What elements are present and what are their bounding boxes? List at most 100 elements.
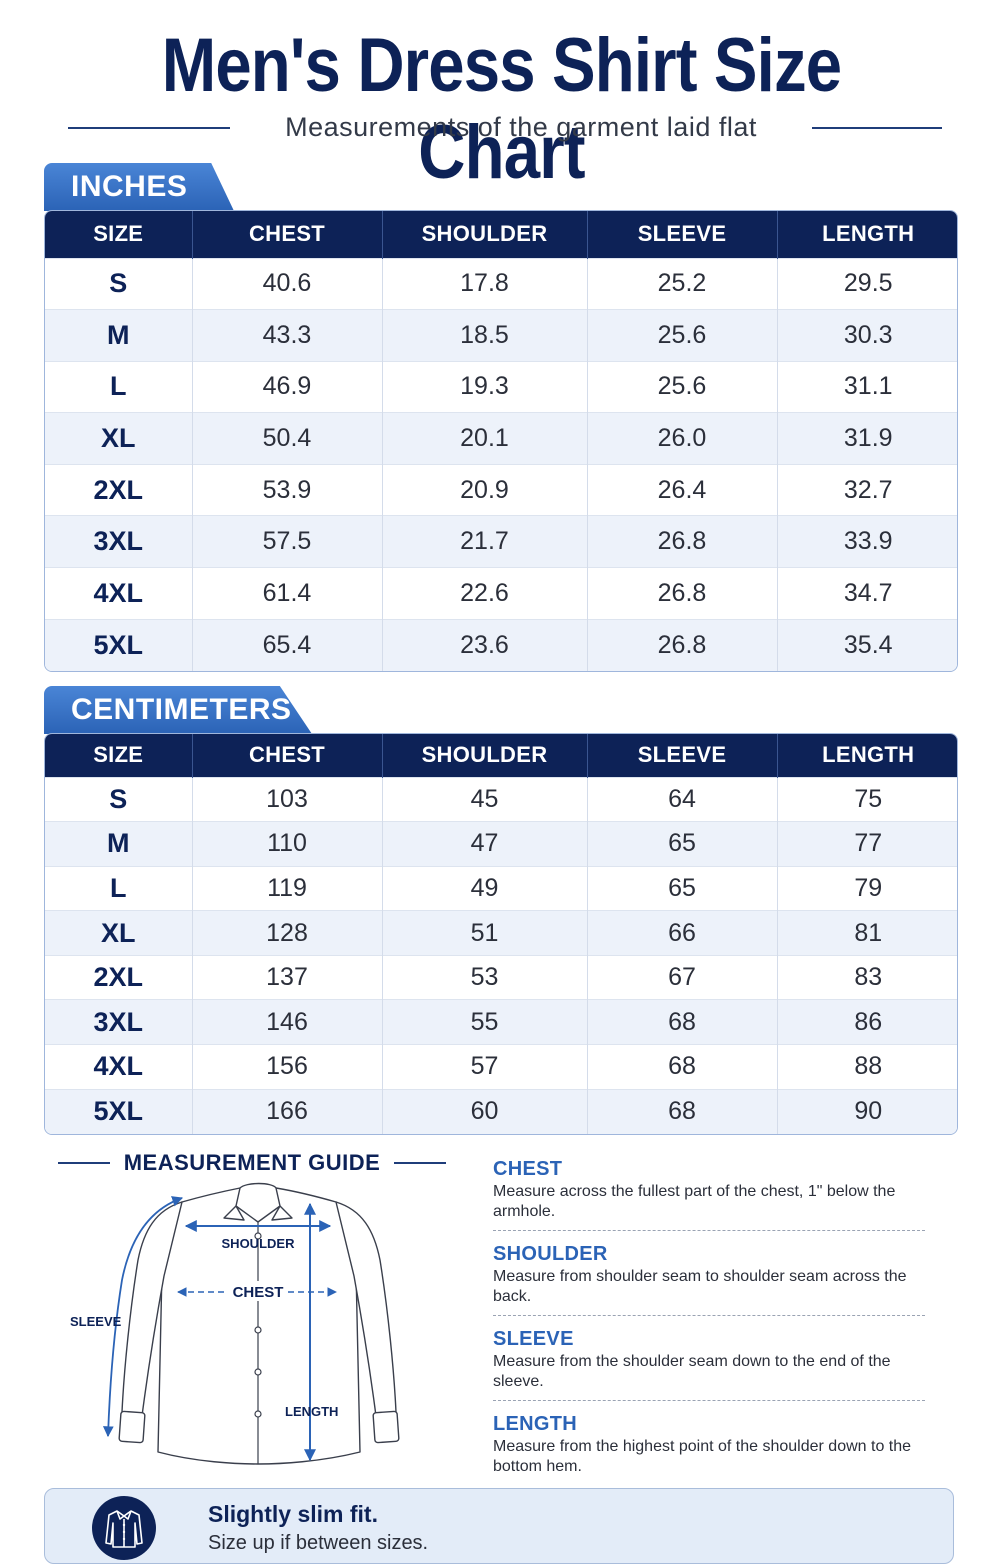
measurement-cell: 128	[192, 910, 383, 956]
table-row: L 119 49 65 79	[45, 865, 957, 911]
measurement-cell: 83	[777, 954, 957, 1000]
inches-header-row: SIZE CHEST SHOULDER SLEEVE LENGTH	[45, 211, 957, 258]
guide-item-title: SHOULDER	[493, 1243, 608, 1265]
centimeters-tab: CENTIMETERS	[44, 686, 312, 734]
measurement-cell: 55	[382, 999, 588, 1045]
measurement-cell: 51	[382, 910, 588, 956]
size-cell: 5XL	[45, 618, 193, 671]
size-cell: XL	[45, 910, 193, 956]
guide-item-title: SLEEVE	[493, 1328, 574, 1350]
table-row: 5XL 65.4 23.6 26.8 35.4	[45, 618, 957, 671]
measurement-cell: 166	[192, 1088, 383, 1134]
measurement-cell: 68	[587, 999, 778, 1045]
measurement-cell: 29.5	[777, 257, 957, 310]
measurement-cell: 40.6	[192, 257, 383, 310]
measurement-cell: 20.9	[382, 463, 588, 516]
size-cell: 4XL	[45, 1044, 193, 1090]
guide-item-sleeve: SLEEVE Measure from the shoulder seam do…	[493, 1326, 925, 1401]
measurement-cell: 146	[192, 999, 383, 1045]
diagram-label-sleeve: SLEEVE	[70, 1314, 122, 1329]
page-subtitle: Measurements of the garment laid flat	[285, 112, 757, 142]
size-cell: 3XL	[45, 999, 193, 1045]
centimeters-table: SIZE CHEST SHOULDER SLEEVE LENGTH S 103 45 64 75…	[44, 733, 958, 1135]
measurement-cell: 86	[777, 999, 957, 1045]
measurement-cell: 57	[382, 1044, 588, 1090]
measurement-cell: 67	[587, 954, 778, 1000]
guide-item-chest: CHEST Measure across the fullest part of…	[493, 1156, 925, 1231]
measurement-cell: 53.9	[192, 463, 383, 516]
measurement-cell: 49	[382, 865, 588, 911]
measurement-cell: 31.1	[777, 360, 957, 413]
size-cell: L	[45, 360, 193, 413]
measurement-guide-title: MEASUREMENT GUIDE	[123, 1150, 381, 1175]
centimeters-header-row: SIZE CHEST SHOULDER SLEEVE LENGTH	[45, 734, 957, 777]
measurement-cell: 23.6	[382, 618, 588, 671]
fit-note-subtitle: Size up if between sizes.	[208, 1532, 429, 1554]
table-row: 2XL 137 53 67 83	[45, 954, 957, 1000]
table-row: 4XL 61.4 22.6 26.8 34.7	[45, 567, 957, 620]
measurement-cell: 119	[192, 865, 383, 911]
column-header-sleeve: SLEEVE	[587, 734, 778, 777]
sleeve-arrow	[102, 1196, 184, 1438]
measurement-cell: 137	[192, 954, 383, 1000]
table-row: 3XL 146 55 68 86	[45, 999, 957, 1045]
guide-item-title: CHEST	[493, 1158, 563, 1180]
measurement-cell: 34.7	[777, 567, 957, 620]
column-header-length: LENGTH	[777, 734, 957, 777]
measurement-cell: 88	[777, 1044, 957, 1090]
measurement-cell: 31.9	[777, 412, 957, 465]
measurement-cell: 33.9	[777, 515, 957, 568]
subtitle-divider-right	[812, 127, 942, 129]
measurement-cell: 103	[192, 776, 383, 822]
shirt-diagram: SHOULDER CHEST SLEEVE LENGTH	[70, 1182, 400, 1465]
table-row: S 103 45 64 75	[45, 776, 957, 822]
measurement-cell: 64	[587, 776, 778, 822]
measurement-cell: 90	[777, 1088, 957, 1134]
diagram-label-shoulder: SHOULDER	[222, 1236, 296, 1251]
column-header-shoulder: SHOULDER	[382, 211, 588, 258]
size-cell: 3XL	[45, 515, 193, 568]
measurement-cell: 30.3	[777, 309, 957, 362]
guide-divider-right	[394, 1162, 446, 1164]
size-cell: XL	[45, 412, 193, 465]
measurement-cell: 25.2	[587, 257, 778, 310]
measurement-cell: 45	[382, 776, 588, 822]
measurement-cell: 18.5	[382, 309, 588, 362]
table-row: 2XL 53.9 20.9 26.4 32.7	[45, 463, 957, 516]
guide-item-description: Measure from the shoulder seam down to t…	[493, 1353, 891, 1390]
measurement-cell: 43.3	[192, 309, 383, 362]
measurement-guide-heading: MEASUREMENT GUIDE	[58, 1150, 446, 1180]
measurement-cell: 26.0	[587, 412, 778, 465]
measurement-cell: 53	[382, 954, 588, 1000]
guide-item-description: Measure from shoulder seam to shoulder s…	[493, 1268, 907, 1305]
measurement-cell: 81	[777, 910, 957, 956]
measurement-cell: 21.7	[382, 515, 588, 568]
size-cell: M	[45, 309, 193, 362]
guide-item-title: LENGTH	[493, 1413, 578, 1435]
measurement-cell: 110	[192, 821, 383, 867]
measurement-cell: 65	[587, 821, 778, 867]
column-header-sleeve: SLEEVE	[587, 211, 778, 258]
fit-note: Slightly slim fit. Size up if between si…	[44, 1488, 954, 1564]
size-cell: 4XL	[45, 567, 193, 620]
table-row: L 46.9 19.3 25.6 31.1	[45, 360, 957, 413]
measurement-cell: 75	[777, 776, 957, 822]
measurement-cell: 65	[587, 865, 778, 911]
measurement-cell: 46.9	[192, 360, 383, 413]
column-header-size: SIZE	[45, 211, 193, 258]
measurement-cell: 61.4	[192, 567, 383, 620]
measurement-cell: 25.6	[587, 360, 778, 413]
measurement-cell: 68	[587, 1088, 778, 1134]
measurement-cell: 25.6	[587, 309, 778, 362]
table-row: M 110 47 65 77	[45, 821, 957, 867]
size-cell: S	[45, 257, 193, 310]
measurement-cell: 22.6	[382, 567, 588, 620]
column-header-chest: CHEST	[192, 211, 383, 258]
inches-table: SIZE CHEST SHOULDER SLEEVE LENGTH S 40.6 17.8 2…	[44, 210, 958, 672]
column-header-size: SIZE	[45, 734, 193, 777]
size-cell: 2XL	[45, 463, 193, 516]
table-row: XL 128 51 66 81	[45, 910, 957, 956]
size-cell: 5XL	[45, 1088, 193, 1134]
measurement-cell: 57.5	[192, 515, 383, 568]
table-row: 5XL 166 60 68 90	[45, 1088, 957, 1134]
